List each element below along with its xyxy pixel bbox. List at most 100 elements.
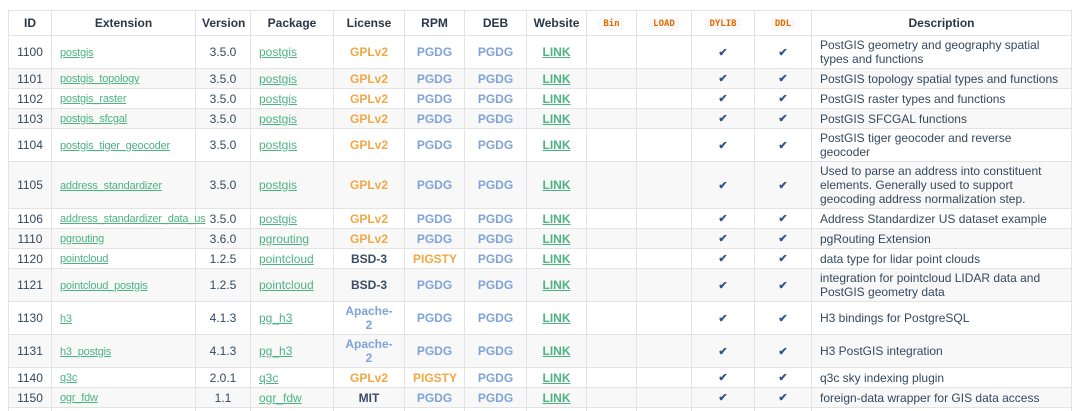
table-row: 1121 pointcloud_postgis 1.2.5 pointcloud BSD…: [8, 268, 1072, 302]
load-cell: [636, 387, 692, 408]
ddl-cell: ✔: [754, 128, 812, 162]
website-link[interactable]: LINK: [542, 390, 571, 405]
version-cell: 1.2.5: [195, 248, 251, 269]
dylib-cell: ✔: [691, 407, 755, 411]
check-icon: ✔: [718, 213, 728, 225]
license-cell: Apache-2: [333, 334, 405, 368]
website-link[interactable]: LINK: [542, 71, 571, 86]
package-cell: postgis: [250, 208, 334, 229]
package-link[interactable]: postgis: [259, 111, 298, 126]
extension-link[interactable]: postgis: [60, 46, 94, 59]
version-cell: 3.5.0: [195, 108, 251, 129]
column-header-label: DYLIB: [705, 18, 741, 30]
package-link[interactable]: pg_h3: [259, 311, 293, 325]
website-link[interactable]: LINK: [542, 91, 571, 106]
dylib-cell: ✔: [691, 334, 755, 368]
website-link[interactable]: LINK: [542, 344, 571, 358]
description-cell: PostGIS raster types and functions: [811, 88, 1072, 109]
package-cell: postgis: [250, 68, 334, 89]
rpm-value: PGDG: [416, 231, 453, 246]
extension-link[interactable]: postgis_tiger_geocoder: [60, 139, 170, 152]
extension-cell: pointcloud: [51, 248, 196, 269]
check-icon: ✔: [778, 233, 788, 245]
package-link[interactable]: pointcloud: [259, 278, 314, 292]
package-link[interactable]: pgrouting: [259, 231, 310, 246]
package-link[interactable]: postgis: [259, 138, 298, 152]
ddl-cell: ✔: [754, 407, 812, 411]
website-link[interactable]: LINK: [542, 45, 571, 59]
deb-value: PGDG: [477, 370, 514, 385]
license-cell: GPLv2: [333, 68, 405, 89]
check-icon: ✔: [718, 73, 728, 85]
deb-cell: PGDG: [464, 248, 527, 269]
extension-link[interactable]: h3: [60, 312, 72, 325]
website-link[interactable]: LINK: [542, 370, 571, 385]
package-link[interactable]: q3c: [259, 370, 279, 385]
license-cell: Apache-2: [333, 301, 405, 335]
column-header-description: Description: [811, 10, 1072, 36]
website-link[interactable]: LINK: [542, 278, 571, 292]
extension-link[interactable]: pointcloud_postgis: [60, 279, 148, 292]
extension-link[interactable]: address_standardizer_data_us: [60, 213, 206, 225]
check-icon: ✔: [778, 213, 788, 225]
package-link[interactable]: ogr_fdw: [259, 390, 302, 405]
package-link[interactable]: postgis: [259, 178, 298, 192]
table-header: ID Extension Version Package License RPM DEB We…: [8, 10, 1072, 36]
check-icon: ✔: [718, 46, 728, 59]
extension-link[interactable]: h3_postgis: [60, 345, 112, 358]
extension-link[interactable]: postgis_raster: [60, 93, 127, 105]
extension-link[interactable]: postgis_sfcgal: [60, 113, 127, 125]
description-cell: Address Standardizer US dataset example: [811, 208, 1072, 229]
rpm-value: PGDG: [416, 71, 453, 86]
package-link[interactable]: postgis: [259, 91, 298, 106]
rpm-value: PGDG: [416, 311, 453, 325]
bin-cell: [586, 35, 637, 69]
package-link[interactable]: pointcloud: [259, 251, 314, 266]
extension-link[interactable]: address_standardizer: [60, 179, 162, 192]
column-header-rpm: RPM: [404, 10, 465, 36]
table-row: 1104 postgis_tiger_geocoder 3.5.0 postgis GP…: [8, 128, 1072, 162]
extension-cell: h3: [51, 301, 196, 335]
website-link[interactable]: LINK: [542, 231, 571, 246]
license-value: GPLv2: [349, 111, 388, 126]
extension-link[interactable]: pgrouting: [60, 233, 105, 245]
version-cell: 3.5.0: [195, 35, 251, 69]
load-cell: [636, 228, 692, 249]
website-link[interactable]: LINK: [542, 178, 571, 192]
extension-link[interactable]: pointcloud: [60, 253, 109, 265]
deb-cell: PGDG: [464, 161, 527, 209]
package-link[interactable]: postgis: [259, 211, 298, 226]
package-link[interactable]: postgis: [259, 45, 298, 59]
website-cell: LINK: [526, 161, 587, 209]
website-link[interactable]: LINK: [542, 138, 571, 152]
column-header-version: Version: [195, 10, 251, 36]
license-value: MIT: [358, 390, 380, 405]
extension-link[interactable]: postgis_topology: [60, 73, 140, 85]
column-header-bin: Bin: [586, 10, 637, 36]
dylib-cell: ✔: [691, 161, 755, 209]
dylib-cell: ✔: [691, 228, 755, 249]
rpm-cell: PGDG: [404, 387, 465, 408]
bin-cell: [586, 407, 637, 411]
bin-cell: [586, 367, 637, 388]
website-cell: LINK: [526, 301, 587, 335]
dylib-cell: ✔: [691, 387, 755, 408]
website-link[interactable]: LINK: [542, 311, 571, 325]
check-icon: ✔: [778, 113, 788, 125]
extension-link[interactable]: q3c: [60, 372, 78, 384]
deb-value: PGDG: [477, 211, 514, 226]
website-link[interactable]: LINK: [542, 211, 571, 226]
package-cell: q3c: [250, 367, 334, 388]
header-row: ID Extension Version Package License RPM DEB We…: [8, 10, 1072, 36]
ddl-cell: ✔: [754, 88, 812, 109]
column-header-website: Website: [526, 10, 587, 36]
ddl-cell: ✔: [754, 228, 812, 249]
extension-link[interactable]: ogr_fdw: [60, 392, 98, 404]
website-link[interactable]: LINK: [542, 251, 571, 266]
license-cell: MIT: [333, 387, 405, 408]
website-link[interactable]: LINK: [542, 111, 571, 126]
package-link[interactable]: postgis: [259, 71, 298, 86]
package-link[interactable]: pg_h3: [259, 344, 293, 358]
id-cell: 1155: [8, 407, 52, 411]
check-icon: ✔: [778, 139, 788, 152]
